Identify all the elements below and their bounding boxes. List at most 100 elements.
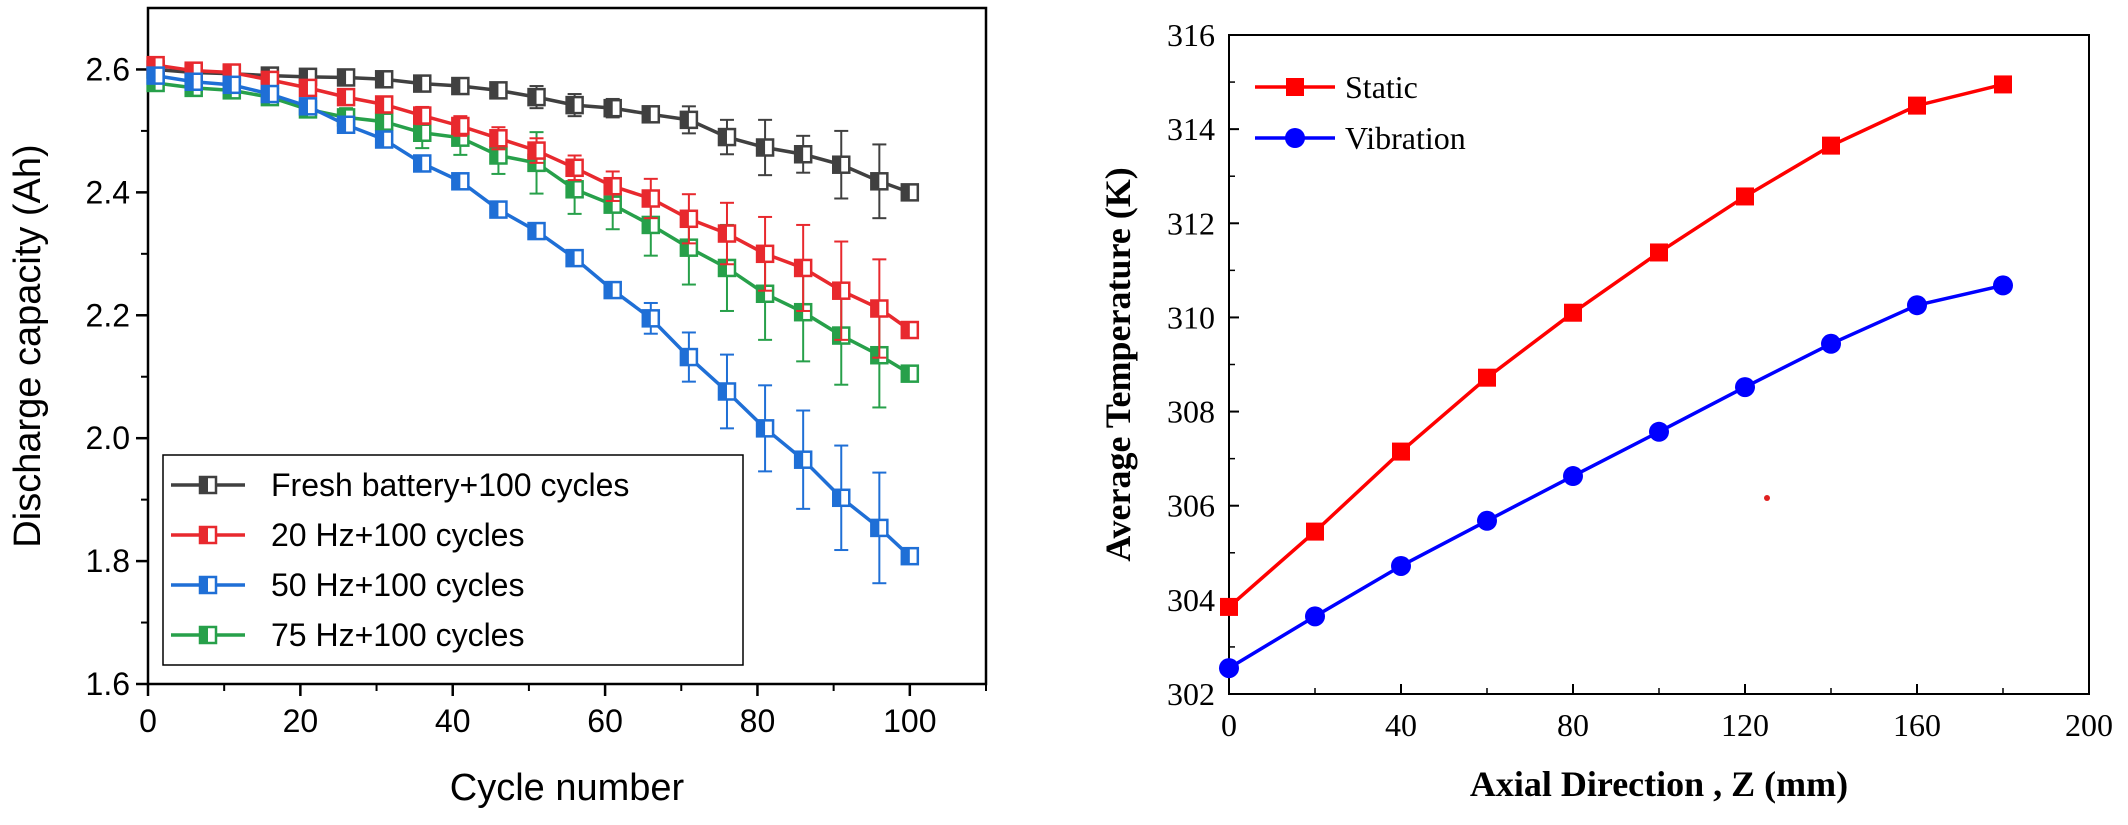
legend-marker-half [200, 577, 208, 593]
y-tick-label: 316 [1167, 17, 1215, 53]
data-point-half [901, 184, 910, 201]
data-point-half [871, 347, 880, 364]
y-tick-label: 2.2 [86, 297, 130, 333]
data-point [1650, 243, 1668, 262]
x-tick-label: 0 [1221, 707, 1237, 743]
data-point-half [604, 178, 613, 195]
legend-entry-3: 75 Hz+100 cycles [171, 617, 524, 653]
y-tick-label: 2.0 [86, 420, 130, 456]
data-point [1907, 295, 1927, 316]
data-point [1478, 368, 1496, 387]
series-line [1228, 283, 2004, 670]
data-point-half [718, 259, 727, 276]
data-point-half [528, 223, 537, 240]
data-point-half [604, 100, 613, 117]
legend-marker [1286, 78, 1304, 96]
data-point-half [185, 73, 194, 90]
data-point [1649, 421, 1669, 442]
x-tick-label: 40 [435, 703, 471, 739]
data-point-half [299, 98, 308, 115]
data-point-half [680, 239, 689, 256]
data-point-half [490, 82, 499, 99]
data-point [1306, 522, 1324, 541]
data-point-half [718, 383, 727, 400]
data-point-half [452, 173, 461, 190]
x-tick-label: 40 [1385, 707, 1417, 743]
legend-entry-1: 20 Hz+100 cycles [171, 517, 524, 553]
data-point-half [223, 64, 232, 81]
x-tick-label: 20 [283, 703, 319, 739]
data-point-half [871, 173, 880, 190]
data-point-half [376, 96, 385, 113]
legend-marker [1285, 128, 1305, 148]
data-point-half [376, 113, 385, 130]
y-tick-label: 302 [1167, 676, 1215, 712]
x-tick-label: 80 [1557, 707, 1589, 743]
data-point-half [452, 117, 461, 134]
legend-entry-1: Vibration [1255, 120, 1466, 156]
data-point-half [680, 111, 689, 128]
plot-frame [146, 6, 988, 686]
data-point [1563, 466, 1583, 487]
x-tick-label: 200 [2065, 707, 2113, 743]
y-tick-label: 1.6 [86, 666, 130, 702]
data-point-half [185, 62, 194, 79]
legend-label: Vibration [1345, 120, 1466, 156]
y-axis-label: Discharge capacity (Ah) [7, 144, 49, 547]
data-point-half [795, 304, 804, 321]
data-point-half [490, 147, 499, 164]
x-tick-label: 0 [139, 703, 157, 739]
data-point-half [261, 71, 270, 88]
data-point-half [147, 67, 156, 84]
y-tick-label: 314 [1167, 111, 1215, 147]
series-line [1227, 82, 2004, 609]
data-point-half [414, 75, 423, 92]
data-point-half [642, 310, 651, 327]
data-point-half [795, 146, 804, 163]
data-point-half [795, 451, 804, 468]
data-point-half [376, 131, 385, 148]
data-point-half [452, 129, 461, 146]
data-point-half [833, 489, 842, 506]
data-point [1993, 275, 2013, 296]
legend-box [162, 454, 744, 666]
legend-entry-0: Static [1255, 69, 1418, 105]
data-point-half [795, 259, 804, 276]
series-square [1220, 75, 2012, 616]
data-point-half [680, 210, 689, 227]
data-point-half [642, 190, 651, 207]
data-point-half [757, 139, 766, 156]
data-point-half [718, 129, 727, 146]
legend-entry-0: Fresh battery+100 cycles [171, 467, 629, 503]
data-point-half [528, 142, 537, 159]
legend-marker-half [200, 627, 208, 643]
data-point [1392, 442, 1410, 461]
data-point [1736, 187, 1754, 206]
x-tick-label: 100 [883, 703, 936, 739]
data-point-half [566, 97, 575, 114]
data-point-half [338, 69, 347, 86]
legend-label: Static [1345, 69, 1418, 105]
y-tick-label: 1.8 [86, 543, 130, 579]
data-point-half [376, 71, 385, 88]
x-tick-label: 120 [1721, 707, 1769, 743]
data-point [1908, 96, 1926, 115]
data-point-half [452, 78, 461, 95]
chart-discharge-capacity: 0 20 40 60 80 100 1.6 1.8 2.0 2.2 2.4 2.6 Cycle numb… [7, 6, 988, 809]
data-point-half [757, 420, 766, 437]
data-point-half [566, 181, 575, 198]
data-point-half [566, 250, 575, 267]
x-axis-label: Cycle number [450, 767, 685, 809]
stray-dot [1764, 495, 1770, 501]
data-point-half [338, 116, 347, 133]
legend-entry-2: 50 Hz+100 cycles [171, 567, 524, 603]
y-tick-label: 308 [1167, 394, 1215, 430]
data-point-half [414, 124, 423, 141]
data-point [1391, 555, 1411, 576]
data-point-half [414, 155, 423, 172]
data-point-half [261, 86, 270, 103]
data-point [1219, 658, 1239, 679]
data-point [1477, 510, 1497, 531]
data-point-half [901, 322, 910, 339]
y-axis-label: Average Temperature (K) [1098, 167, 1138, 562]
